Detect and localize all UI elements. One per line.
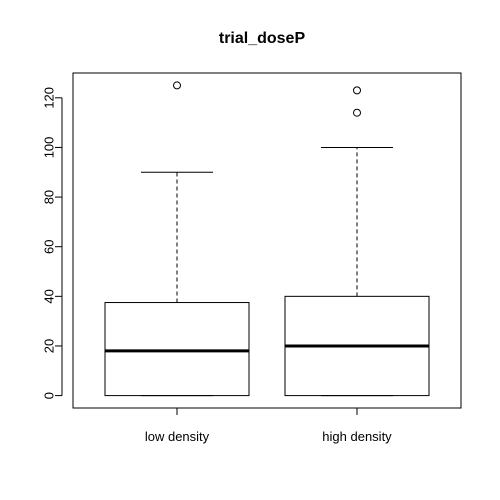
box-0 — [104, 302, 250, 397]
outlier-1-0 — [353, 108, 361, 117]
y-tick-label-3: 60 — [41, 239, 56, 253]
y-tick-label-4: 80 — [41, 190, 56, 204]
x-tick-label-0: low density — [145, 429, 210, 444]
x-tick-label-1: high density — [322, 429, 392, 444]
boxes — [104, 81, 430, 397]
plot-frame — [72, 72, 462, 409]
y-axis: 0 20 40 60 80 100 120 — [41, 87, 63, 399]
box-group-1 — [284, 86, 430, 397]
outlier-0-0 — [173, 81, 181, 90]
chart-title: trial_doseP — [219, 30, 306, 47]
y-tick-label-5: 100 — [41, 137, 56, 159]
y-tick-label-2: 40 — [41, 289, 56, 303]
y-tick-label-1: 20 — [41, 339, 56, 353]
outlier-1-1 — [353, 86, 361, 95]
x-axis: low density high density — [145, 407, 392, 444]
y-tick-label-0: 0 — [41, 392, 56, 399]
y-tick-label-6: 120 — [41, 87, 56, 109]
box-group-0 — [104, 81, 250, 397]
